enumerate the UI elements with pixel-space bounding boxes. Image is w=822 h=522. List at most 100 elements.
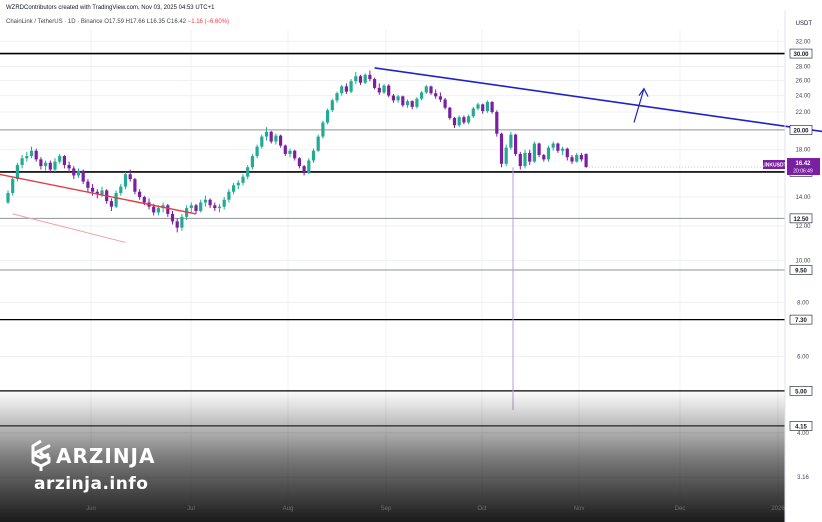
- candle-116: [551, 141, 555, 151]
- candle-body: [58, 156, 62, 162]
- candle-body: [67, 164, 71, 169]
- candle-body: [490, 101, 494, 112]
- candle-50: [241, 174, 245, 186]
- candle-90: [429, 85, 433, 95]
- candle-body: [255, 146, 259, 157]
- symbol-name: ChainLink / TetherUS · 1D · Binance: [6, 19, 103, 25]
- candle-53: [255, 144, 259, 159]
- y-tick-12: 3.16: [797, 475, 809, 481]
- candle-27: [133, 177, 137, 195]
- level-label-box-4: [789, 265, 813, 275]
- candle-body: [410, 101, 414, 107]
- candle-body: [307, 160, 311, 174]
- level-label-6: 5.00: [795, 389, 807, 395]
- candle-75: [358, 74, 363, 85]
- last-price-value: 16.42: [795, 161, 811, 167]
- candle-body: [561, 148, 565, 151]
- watermark-site: arzinja.info: [34, 474, 149, 494]
- candle-117: [556, 142, 560, 153]
- candle-body: [62, 156, 66, 165]
- level-label-5: 7.30: [795, 318, 807, 324]
- y-tick-1: 28.00: [795, 65, 811, 71]
- candle-80: [382, 84, 386, 95]
- candle-62: [297, 157, 301, 169]
- time-axis: Jun Jul Aug Sep Oct Nov Dec 2026: [86, 506, 785, 512]
- candle-64: [307, 158, 311, 175]
- candle-body: [311, 150, 316, 161]
- candle-body: [443, 99, 447, 108]
- watermark-overlay: [0, 390, 785, 522]
- candle-body: [39, 159, 43, 167]
- candle-70: [335, 91, 339, 103]
- candle-body: [499, 133, 504, 164]
- candle-body: [551, 143, 555, 148]
- candle-body: [213, 205, 217, 209]
- candle-body: [509, 134, 513, 148]
- candle-121: [575, 152, 579, 163]
- candle-93: [443, 97, 447, 110]
- candle-40: [194, 203, 198, 214]
- y-tick-0: 32.00: [795, 39, 811, 45]
- last-price-symbol: LINKUSDT: [761, 163, 786, 169]
- candle-body: [316, 136, 320, 151]
- candle-3: [20, 155, 24, 169]
- candle-5: [29, 146, 34, 159]
- candle-104: [495, 110, 499, 137]
- candle-14: [72, 166, 76, 180]
- candle-body: [138, 191, 142, 198]
- candle-body: [504, 147, 508, 164]
- candle-body: [269, 131, 273, 142]
- y-tick-9: 8.00: [797, 300, 809, 306]
- candle-body: [358, 76, 363, 83]
- candle-115: [546, 145, 551, 162]
- candle-body: [326, 110, 330, 123]
- candle-body: [199, 202, 203, 211]
- candle-body: [476, 104, 480, 109]
- y-tick-4: 22.00: [795, 110, 811, 116]
- candle-body: [170, 213, 175, 222]
- last-price-tag[interactable]: LINKUSDT 16.42 20:06:49: [589, 158, 820, 176]
- candle-16: [81, 169, 85, 185]
- candle-103: [490, 101, 494, 114]
- candle-65: [311, 148, 316, 163]
- candle-body: [293, 150, 297, 159]
- candle-body: [448, 107, 452, 119]
- candle-body: [424, 86, 428, 93]
- candle-100: [476, 102, 480, 111]
- candle-body: [556, 143, 560, 151]
- candle-body: [452, 118, 457, 126]
- candle-body: [382, 85, 386, 93]
- candle-120: [570, 155, 574, 164]
- candle-88: [420, 90, 424, 101]
- candle-body: [15, 164, 19, 180]
- candle-body: [81, 170, 85, 182]
- candle-47: [227, 189, 231, 203]
- candle-body: [142, 197, 146, 203]
- candle-body: [180, 216, 184, 228]
- candle-body: [565, 148, 569, 158]
- candle-body: [415, 98, 419, 107]
- candle-body: [335, 93, 339, 101]
- symbol-line[interactable]: ChainLink / TetherUS · 1D · Binance O17.…: [6, 19, 229, 25]
- candle-body: [302, 166, 306, 174]
- candle-74: [354, 72, 358, 85]
- candle-17: [86, 179, 90, 192]
- candle-113: [537, 142, 541, 158]
- candle-112: [532, 141, 536, 163]
- candle-body: [434, 93, 438, 97]
- candle-body: [29, 150, 34, 157]
- candle-body: [340, 86, 344, 94]
- candle-body: [438, 96, 442, 100]
- candle-10: [53, 158, 57, 172]
- candle-85: [405, 99, 410, 108]
- candle-body: [222, 199, 226, 207]
- candle-106: [504, 144, 508, 167]
- candle-86: [410, 100, 414, 110]
- candle-body: [518, 153, 522, 167]
- x-tick-3: Sep: [381, 506, 392, 512]
- candle-body: [48, 162, 52, 170]
- candle-119: [565, 147, 569, 161]
- candle-9: [48, 160, 52, 174]
- arzinja-logo-icon: [31, 440, 51, 471]
- candle-body: [354, 76, 358, 82]
